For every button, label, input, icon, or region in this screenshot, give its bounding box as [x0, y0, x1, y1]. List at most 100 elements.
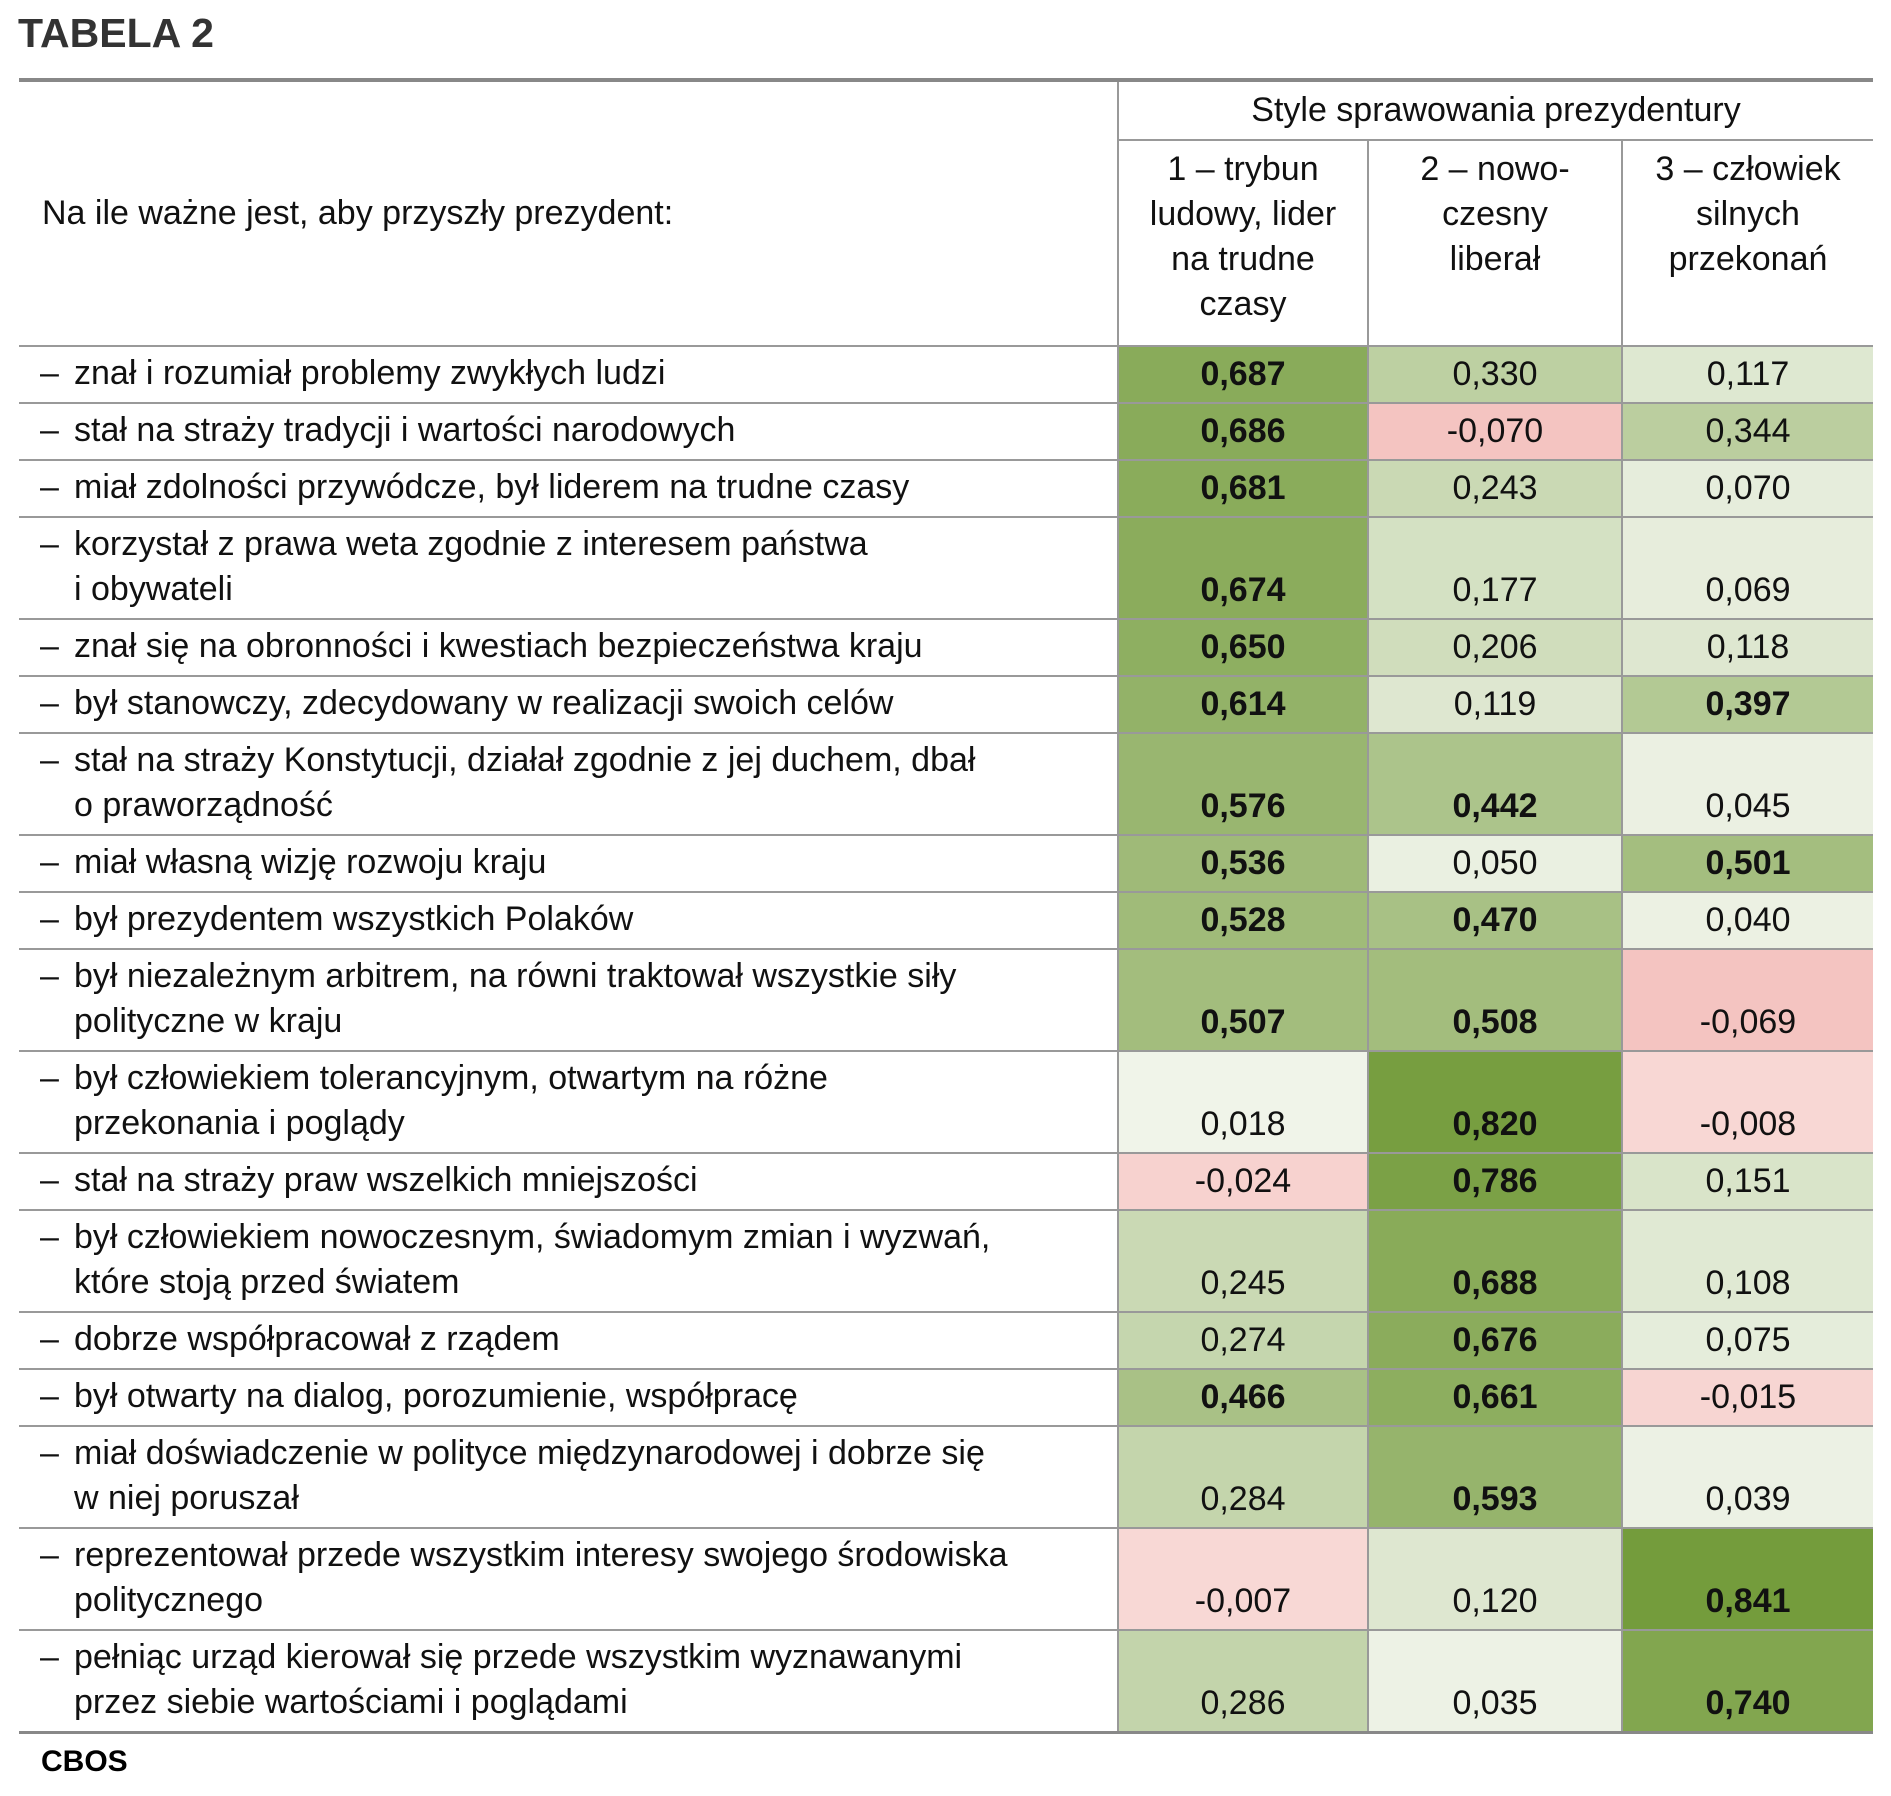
value-cell-style-3: 0,117	[1620, 346, 1874, 404]
value-cell-style-2: 0,442	[1367, 733, 1622, 836]
value-cell-style-2: 0,508	[1367, 949, 1622, 1052]
value-cell-style-1: 0,614	[1117, 676, 1368, 734]
value-cell-style-1: 0,507	[1117, 949, 1368, 1052]
row-label-line: znał i rozumiał problemy zwykłych ludzi	[74, 354, 666, 392]
row-label-line: był człowiekiem nowoczesnym, świadomym z…	[74, 1218, 991, 1256]
value-cell-style-3: 0,069	[1620, 517, 1874, 620]
value-cell-style-3: 0,740	[1620, 1630, 1874, 1734]
row-label-text: miał zdolności przywódcze, był liderem n…	[74, 465, 1107, 510]
value-cell-style-1: -0,024	[1117, 1153, 1368, 1211]
table-row: – pełniąc urząd kierował się przede wszys…	[19, 1630, 1874, 1734]
dash-bullet-icon: –	[40, 1536, 59, 1574]
value-cell-style-3: 0,040	[1620, 892, 1874, 950]
value-cell-style-3: 0,397	[1620, 676, 1874, 734]
value-cell-style-2: 0,593	[1367, 1426, 1622, 1529]
value-cell-style-1: 0,576	[1117, 733, 1368, 836]
value-cell-style-1: 0,674	[1117, 517, 1368, 620]
value-cell-style-3: -0,015	[1620, 1369, 1874, 1427]
value-cell-style-1: 0,466	[1117, 1369, 1368, 1427]
dash-bullet-icon: –	[40, 1434, 59, 1472]
dash-bullet-icon: –	[40, 1377, 59, 1415]
row-label-text: stał na straży tradycji i wartości narod…	[74, 408, 1107, 453]
table-row: – stał na straży Konstytucji, działał zgo…	[19, 733, 1874, 836]
row-label-text: pełniąc urząd kierował się przede wszyst…	[74, 1635, 1107, 1725]
row-label: – stał na straży tradycji i wartości naro…	[19, 403, 1118, 461]
column-header-line: na trudne	[1171, 240, 1315, 278]
dash-bullet-icon: –	[40, 411, 59, 449]
value-cell-style-3: 0,344	[1620, 403, 1874, 461]
row-label-line: w niej poruszał	[74, 1479, 299, 1517]
table-row: – korzystał z prawa weta zgodnie z intere…	[19, 517, 1874, 620]
table-row: – stał na straży praw wszelkich mniejszoś…	[19, 1153, 1874, 1211]
value-cell-style-2: 0,661	[1367, 1369, 1622, 1427]
dash-bullet-icon: –	[40, 1320, 59, 1358]
group-header: Style sprawowania prezydentury	[1116, 78, 1874, 141]
value-cell-style-2: 0,177	[1367, 517, 1622, 620]
row-label-text: reprezentował przede wszystkim interesy …	[74, 1533, 1107, 1623]
column-header-line: liberał	[1449, 240, 1541, 278]
table-row: – był stanowczy, zdecydowany w realizacji…	[19, 676, 1874, 734]
column-header-line: 2 – nowo-	[1420, 150, 1570, 188]
row-label: – pełniąc urząd kierował się przede wszys…	[19, 1630, 1118, 1734]
row-label-line: dobrze współpracował z rządem	[74, 1320, 560, 1358]
value-cell-style-3: 0,075	[1620, 1312, 1874, 1370]
row-label-text: był stanowczy, zdecydowany w realizacji …	[74, 681, 1107, 726]
dash-bullet-icon: –	[40, 741, 59, 779]
column-header-line: czesny	[1442, 195, 1548, 233]
row-label-line: był człowiekiem tolerancyjnym, otwartym …	[74, 1059, 828, 1097]
dash-bullet-icon: –	[40, 1161, 59, 1199]
value-cell-style-1: 0,650	[1117, 619, 1368, 677]
row-label-line: stał na straży praw wszelkich mniejszośc…	[74, 1161, 698, 1199]
row-label: – stał na straży Konstytucji, działał zgo…	[19, 733, 1118, 836]
value-cell-style-2: -0,070	[1367, 403, 1622, 461]
row-label-text: był prezydentem wszystkich Polaków	[74, 897, 1107, 942]
row-label: – miał doświadczenie w polityce międzynar…	[19, 1426, 1118, 1529]
row-label: – był stanowczy, zdecydowany w realizacji…	[19, 676, 1118, 734]
row-label: – był prezydentem wszystkich Polaków	[19, 892, 1118, 950]
row-label: – był człowiekiem nowoczesnym, świadomym …	[19, 1210, 1118, 1313]
value-cell-style-2: 0,035	[1367, 1630, 1622, 1734]
value-cell-style-1: 0,245	[1117, 1210, 1368, 1313]
row-label-line: był prezydentem wszystkich Polaków	[74, 900, 634, 938]
dash-bullet-icon: –	[40, 468, 59, 506]
row-label-line: i obywateli	[74, 570, 233, 608]
row-label-text: znał się na obronności i kwestiach bezpi…	[74, 624, 1107, 669]
table-row: – znał się na obronności i kwestiach bezp…	[19, 619, 1874, 677]
dash-bullet-icon: –	[40, 1059, 59, 1097]
value-cell-style-2: 0,330	[1367, 346, 1622, 404]
row-label: – miał zdolności przywódcze, był liderem …	[19, 460, 1118, 518]
row-label-header: Na ile ważne jest, aby przyszły prezyden…	[19, 78, 1118, 347]
header-row-group: Na ile ważne jest, aby przyszły prezyden…	[19, 78, 1874, 347]
row-label-line: miał doświadczenie w polityce międzynaro…	[74, 1434, 985, 1472]
value-cell-style-2: 0,820	[1367, 1051, 1622, 1154]
value-cell-style-3: 0,070	[1620, 460, 1874, 518]
column-header-3: 3 – człowiek silnych przekonań	[1620, 140, 1874, 347]
value-cell-style-2: 0,119	[1367, 676, 1622, 734]
row-label-line: stał na straży tradycji i wartości narod…	[74, 411, 736, 449]
table-row: – był człowiekiem nowoczesnym, świadomym …	[19, 1210, 1874, 1313]
row-label-line: był otwarty na dialog, porozumienie, wsp…	[74, 1377, 798, 1415]
value-cell-style-3: 0,039	[1620, 1426, 1874, 1529]
table-row: – znał i rozumiał problemy zwykłych ludzi…	[19, 346, 1874, 404]
row-label: – był człowiekiem tolerancyjnym, otwartym…	[19, 1051, 1118, 1154]
value-cell-style-1: 0,528	[1117, 892, 1368, 950]
row-label-text: stał na straży Konstytucji, działał zgod…	[74, 738, 1107, 828]
value-cell-style-1: 0,018	[1117, 1051, 1368, 1154]
value-cell-style-2: 0,050	[1367, 835, 1622, 893]
value-cell-style-3: -0,069	[1620, 949, 1874, 1052]
table-row: – był niezależnym arbitrem, na równi trak…	[19, 949, 1874, 1052]
row-label-line: miał własną wizję rozwoju kraju	[74, 843, 547, 881]
row-label-line: pełniąc urząd kierował się przede wszyst…	[74, 1638, 963, 1676]
table-row: – stał na straży tradycji i wartości naro…	[19, 403, 1874, 461]
dash-bullet-icon: –	[40, 900, 59, 938]
table-row: – dobrze współpracował z rządem 0,274 0,676…	[19, 1312, 1874, 1370]
dash-bullet-icon: –	[40, 525, 59, 563]
source-label: CBOS	[41, 1745, 128, 1778]
value-cell-style-2: 0,470	[1367, 892, 1622, 950]
row-label-line: politycznego	[74, 1581, 264, 1619]
row-label-line: polityczne w kraju	[74, 1002, 343, 1040]
value-cell-style-2: 0,243	[1367, 460, 1622, 518]
column-header-2: 2 – nowo- czesny liberał	[1367, 140, 1622, 347]
value-cell-style-1: 0,681	[1117, 460, 1368, 518]
row-label-text: stał na straży praw wszelkich mniejszośc…	[74, 1158, 1107, 1203]
